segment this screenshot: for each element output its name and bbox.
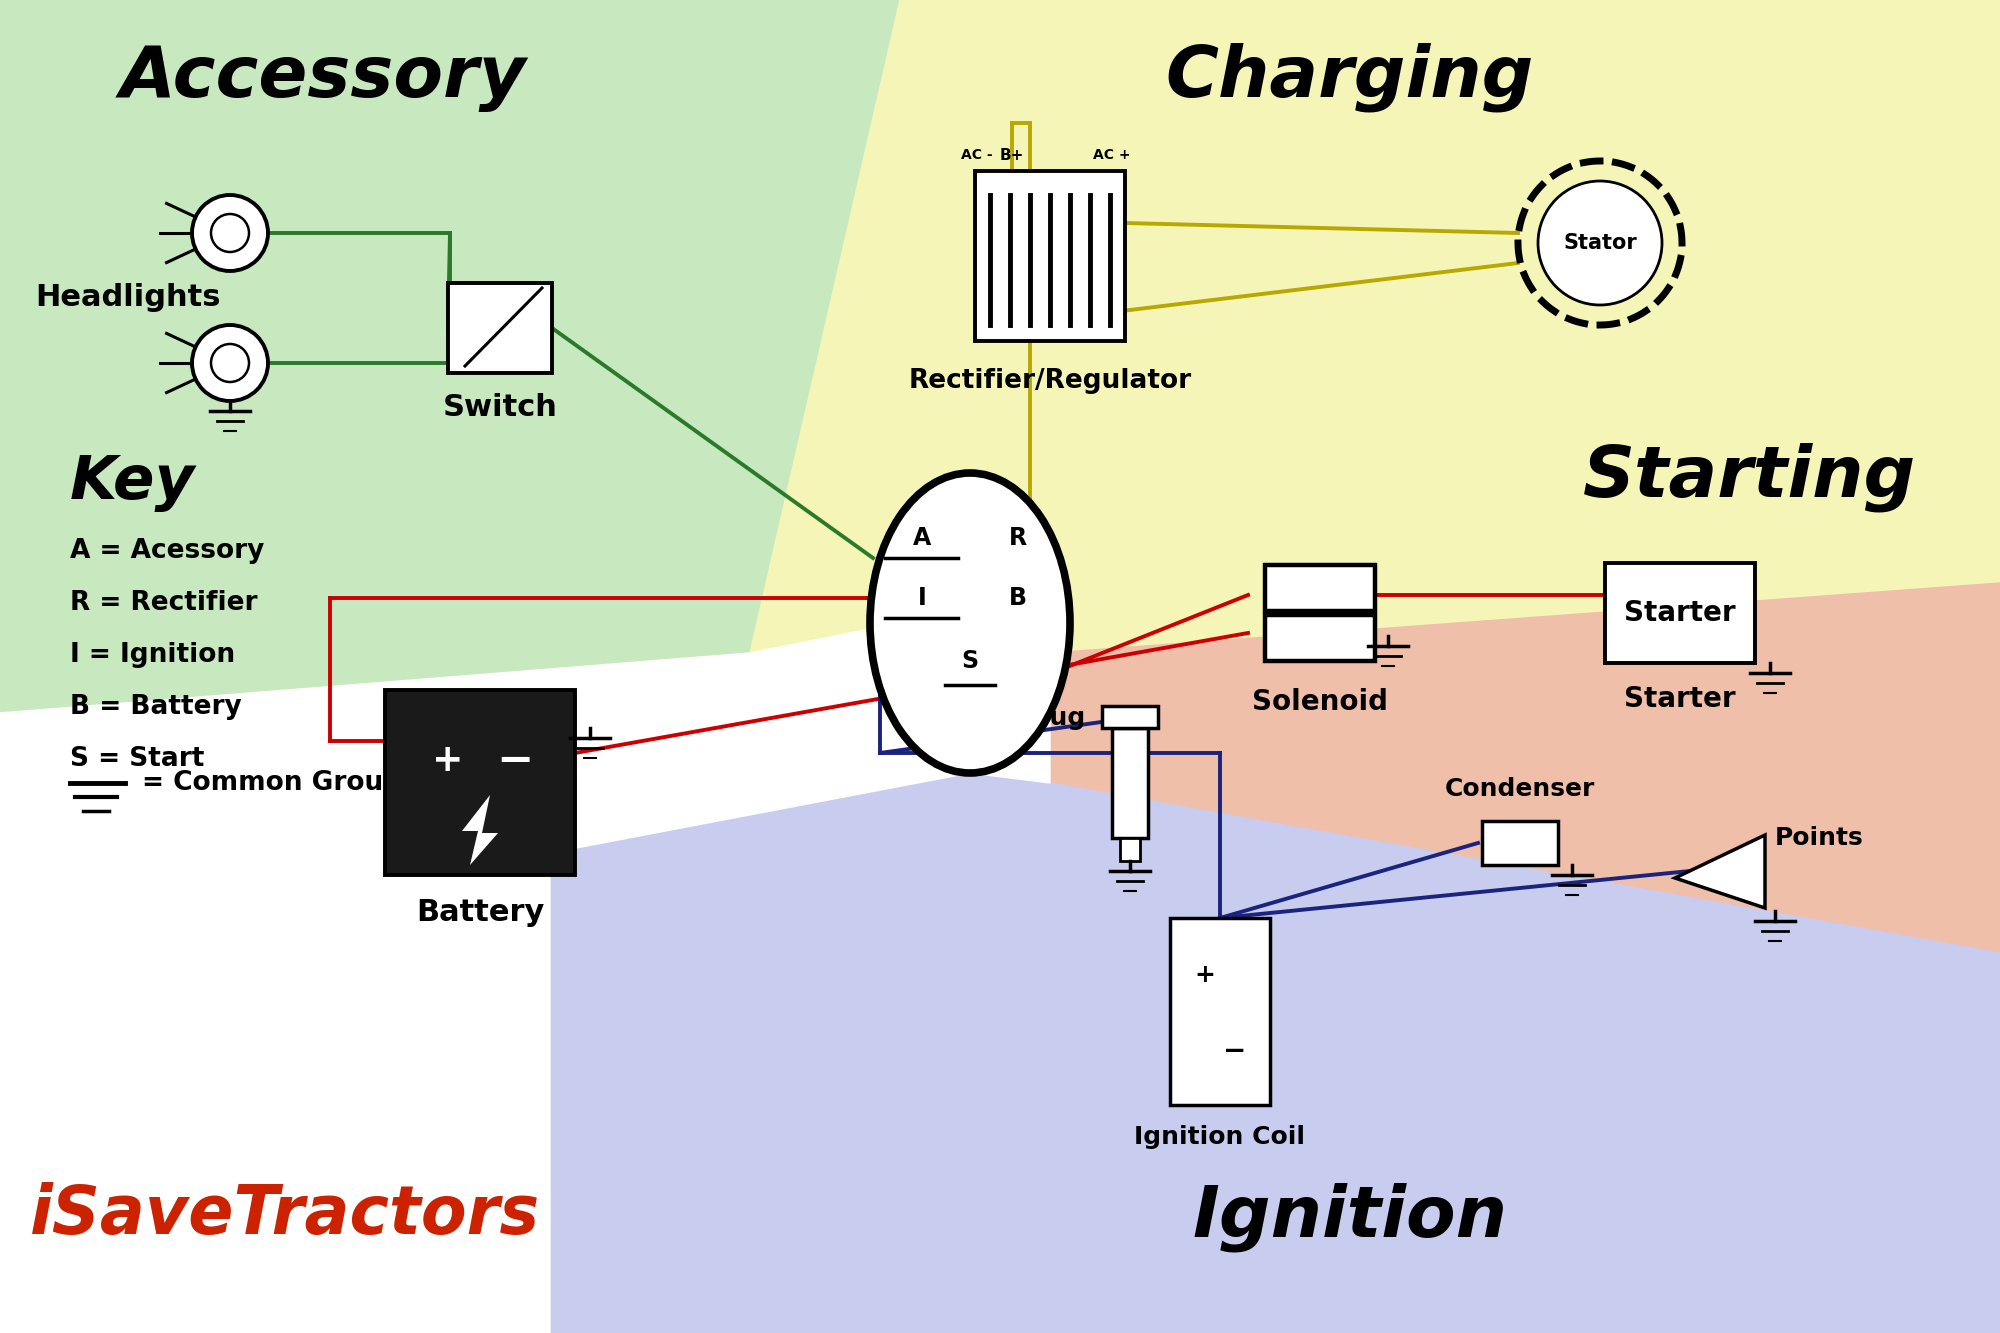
- Text: Stator: Stator: [1564, 233, 1636, 253]
- Text: −: −: [1224, 1037, 1246, 1065]
- Text: I: I: [918, 587, 926, 611]
- Circle shape: [210, 215, 248, 252]
- Bar: [1264, 615, 1374, 661]
- Polygon shape: [750, 0, 2000, 653]
- Bar: [1112, 728, 1148, 838]
- Text: R = Rectifier: R = Rectifier: [70, 591, 258, 616]
- Text: Key: Key: [70, 453, 196, 512]
- Text: Ignition Coil: Ignition Coil: [1134, 1125, 1306, 1149]
- Polygon shape: [462, 794, 498, 865]
- Text: Accessory: Accessory: [120, 43, 526, 112]
- Circle shape: [192, 325, 268, 401]
- Text: +: +: [432, 742, 464, 778]
- Bar: [1102, 706, 1158, 728]
- Polygon shape: [0, 0, 900, 713]
- Text: A = Acessory: A = Acessory: [70, 539, 264, 564]
- Bar: [976, 171, 1124, 341]
- Bar: [1482, 821, 1558, 865]
- Text: Switch: Switch: [442, 393, 558, 423]
- Polygon shape: [0, 613, 1050, 1333]
- Circle shape: [192, 195, 268, 271]
- Text: AC -: AC -: [962, 148, 992, 163]
- Polygon shape: [550, 773, 2000, 1333]
- Bar: [384, 690, 576, 874]
- Text: B+: B+: [1000, 148, 1024, 163]
- Text: I = Ignition: I = Ignition: [70, 643, 236, 668]
- Text: Spark Plug: Spark Plug: [932, 706, 1086, 730]
- Circle shape: [1538, 181, 1662, 305]
- Bar: [448, 283, 552, 373]
- Text: R: R: [1008, 527, 1028, 551]
- Bar: [1120, 838, 1140, 861]
- Text: S = Start: S = Start: [70, 746, 204, 772]
- Text: Starter: Starter: [1624, 599, 1736, 627]
- Text: AC +: AC +: [1094, 148, 1130, 163]
- Ellipse shape: [870, 473, 1070, 773]
- Bar: [1604, 563, 1756, 663]
- Text: S: S: [962, 649, 978, 673]
- Text: = Common Ground: = Common Ground: [142, 770, 420, 796]
- Polygon shape: [1676, 834, 1764, 908]
- Text: Charging: Charging: [1166, 43, 1534, 112]
- Text: A: A: [912, 527, 932, 551]
- Text: −: −: [496, 740, 534, 782]
- Bar: [1170, 918, 1270, 1105]
- Text: B: B: [1010, 587, 1028, 611]
- Text: Headlights: Headlights: [36, 284, 220, 312]
- Text: +: +: [1194, 962, 1216, 986]
- Circle shape: [210, 344, 248, 383]
- Text: Points: Points: [1776, 826, 1864, 850]
- Bar: [1264, 565, 1374, 611]
- Text: Condenser: Condenser: [1444, 777, 1596, 801]
- Text: Solenoid: Solenoid: [1252, 688, 1388, 716]
- Text: iSaveTractors: iSaveTractors: [30, 1182, 540, 1248]
- Text: Starter: Starter: [1624, 685, 1736, 713]
- Text: Rectifier/Regulator: Rectifier/Regulator: [908, 368, 1192, 395]
- Text: B = Battery: B = Battery: [70, 694, 242, 720]
- Text: Starting: Starting: [1584, 443, 1916, 512]
- Text: Ignition: Ignition: [1192, 1182, 1508, 1253]
- Text: Battery: Battery: [416, 898, 544, 926]
- Polygon shape: [1050, 583, 2000, 953]
